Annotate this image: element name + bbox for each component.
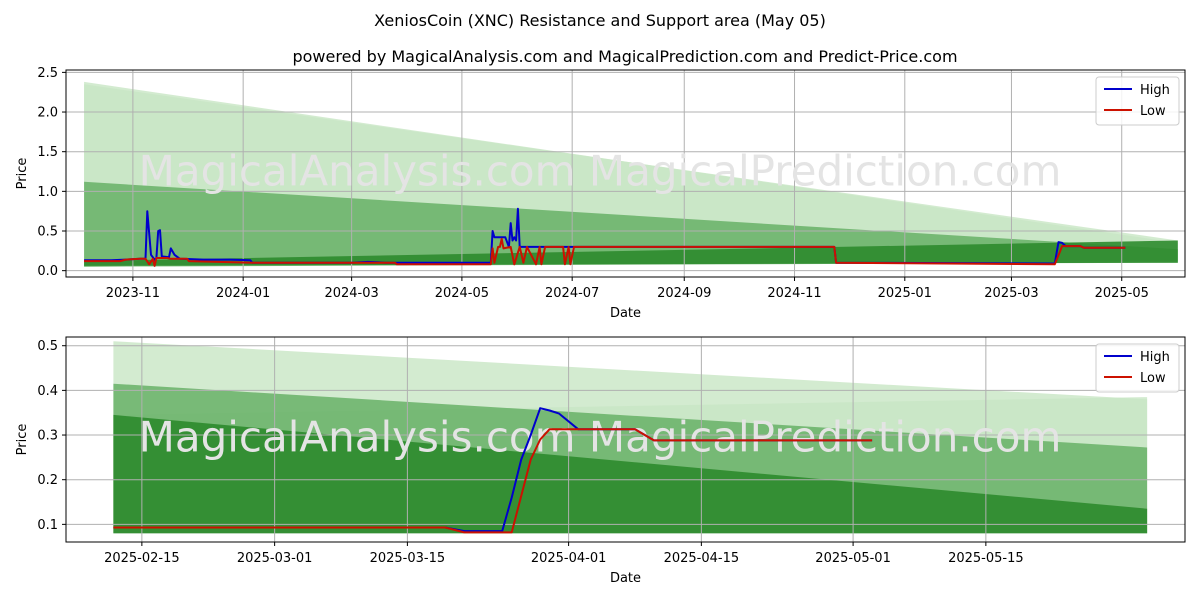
plot-frame bbox=[65, 336, 1186, 543]
legend-label-high: High bbox=[1140, 350, 1170, 365]
bottom-panel: MagicalAnalysis.com MagicalPrediction.co… bbox=[15, 336, 1186, 586]
x-axis-label: Date bbox=[610, 306, 641, 321]
y-tick-label: 0.4 bbox=[37, 384, 58, 399]
x-tick-label: 2025-04-01 bbox=[531, 551, 607, 566]
x-tick-label: 2025-03-15 bbox=[370, 551, 446, 566]
x-tick-label: 2024-09 bbox=[657, 286, 711, 301]
series-layer bbox=[113, 407, 873, 534]
x-tick-label: 2025-05 bbox=[1095, 286, 1149, 301]
x-tick-label: 2024-03 bbox=[324, 286, 378, 301]
y-tick-label: 1.0 bbox=[37, 185, 58, 200]
y-tick-label: 0.0 bbox=[37, 264, 58, 279]
top-panel: MagicalAnalysis.com MagicalPrediction.co… bbox=[15, 66, 1186, 321]
y-tick-label: 0.3 bbox=[37, 429, 58, 444]
band-inner bbox=[113, 414, 1148, 534]
legend-label-low: Low bbox=[1140, 104, 1166, 119]
x-tick-label: 2025-03-01 bbox=[237, 551, 313, 566]
chart-title: XeniosCoin (XNC) Resistance and Support … bbox=[374, 11, 826, 30]
x-tick-label: 2025-05-15 bbox=[948, 551, 1024, 566]
legend-label-high: High bbox=[1140, 83, 1170, 98]
watermark: MagicalAnalysis.com MagicalPrediction.co… bbox=[139, 147, 1062, 196]
x-tick-label: 2025-04-15 bbox=[664, 551, 740, 566]
x-tick-label: 2024-11 bbox=[767, 286, 821, 301]
x-axis-label: Date bbox=[610, 571, 641, 586]
plot-frame bbox=[65, 69, 1186, 278]
y-axis-label: Price bbox=[15, 158, 30, 190]
y-tick-label: 0.1 bbox=[37, 518, 58, 533]
legend-label-low: Low bbox=[1140, 371, 1166, 386]
series-line-low bbox=[113, 428, 873, 534]
x-tick-label: 2025-03 bbox=[984, 286, 1038, 301]
y-tick-label: 2.0 bbox=[37, 106, 58, 121]
band-layer bbox=[113, 341, 1148, 534]
y-tick-label: 2.5 bbox=[37, 66, 58, 81]
y-tick-label: 0.5 bbox=[37, 225, 58, 240]
x-tick-label: 2024-01 bbox=[216, 286, 270, 301]
y-axis-label: Price bbox=[15, 424, 30, 456]
y-tick-label: 1.5 bbox=[37, 145, 58, 160]
legend: High Low bbox=[1095, 343, 1180, 393]
chart-subtitle: powered by MagicalAnalysis.com and Magic… bbox=[292, 47, 957, 66]
x-tick-label: 2024-05 bbox=[435, 286, 489, 301]
x-tick-label: 2024-07 bbox=[545, 286, 599, 301]
series-line-low bbox=[84, 237, 1126, 267]
legend: High Low bbox=[1095, 76, 1180, 126]
series-layer bbox=[84, 207, 1126, 267]
y-tick-label: 0.5 bbox=[37, 339, 58, 354]
x-tick-label: 2025-01 bbox=[878, 286, 932, 301]
y-tick-label: 0.2 bbox=[37, 473, 58, 488]
x-tick-label: 2023-11 bbox=[106, 286, 160, 301]
watermark: MagicalAnalysis.com MagicalPrediction.co… bbox=[139, 413, 1062, 462]
x-tick-label: 2025-02-15 bbox=[104, 551, 180, 566]
x-tick-label: 2025-05-01 bbox=[815, 551, 891, 566]
